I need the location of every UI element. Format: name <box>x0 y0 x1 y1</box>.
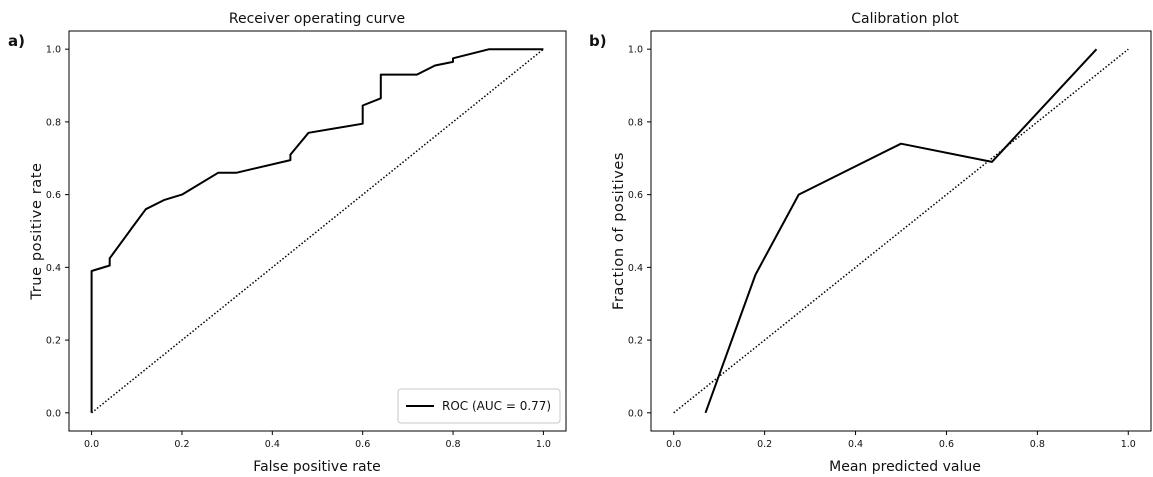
roc-x-tick-label: 1.0 <box>536 439 551 450</box>
calibration-y-tick-label: 0.8 <box>628 117 643 128</box>
panel-label-b: b) <box>589 32 607 50</box>
roc-y-tick-label: 1.0 <box>46 45 61 56</box>
legend-entry-roc: ROC (AUC = 0.77) <box>442 399 551 413</box>
legend-box <box>397 388 561 424</box>
roc-x-tick-label: 0.0 <box>84 439 99 450</box>
roc-legend: ROC (AUC = 0.77) <box>397 388 561 424</box>
calibration-series-line <box>704 48 1098 414</box>
calibration-x-axis-label: Mean predicted value <box>829 459 981 475</box>
calibration-y-axis-label: Fraction of positives <box>611 152 627 310</box>
roc-y-tick-label: 0.8 <box>46 117 61 128</box>
roc-x-axis-label: False positive rate <box>253 459 380 475</box>
calibration-reference-diagonal-line <box>673 48 1129 414</box>
roc-y-tick-label: 0.4 <box>46 263 61 274</box>
calibration-y-tick-label: 1.0 <box>628 45 643 56</box>
calibration-y-tick-label: 0.2 <box>628 336 643 347</box>
roc-y-tick-label: 0.0 <box>46 408 61 419</box>
calibration-x-tick-label: 0.6 <box>939 439 954 450</box>
calibration-chart-title: Calibration plot <box>851 11 959 27</box>
calibration-chart-panel: b) Calibration plot 0.0 0.2 0.4 0.6 0.8 1.0 0.… <box>589 11 1152 475</box>
calibration-plot-frame <box>650 30 1152 432</box>
roc-y-tick-label: 0.6 <box>46 190 61 201</box>
calibration-x-tick-label: 1.0 <box>1121 439 1136 450</box>
calibration-y-tick-label: 0.0 <box>628 408 643 419</box>
calibration-x-tick-label: 0.2 <box>757 439 772 450</box>
roc-plot-frame <box>68 30 567 432</box>
roc-chart-panel: a) Receiver operating curve 0.0 0.2 0.4 0.6… <box>8 11 567 475</box>
calibration-y-tick-label: 0.6 <box>628 190 643 201</box>
roc-series-line <box>90 48 544 413</box>
calibration-x-tick-label: 0.8 <box>1030 439 1045 450</box>
calibration-x-tick-label: 0.0 <box>666 439 681 450</box>
calibration-x-tick-label: 0.4 <box>848 439 863 450</box>
roc-x-tick-label: 0.6 <box>355 439 370 450</box>
roc-x-tick-label: 0.8 <box>445 439 460 450</box>
roc-y-tick-label: 0.2 <box>46 336 61 347</box>
roc-x-tick-label: 0.4 <box>265 439 280 450</box>
roc-x-tick-label: 0.2 <box>174 439 189 450</box>
panel-label-a: a) <box>8 32 25 50</box>
roc-y-axis-label: True positive rate <box>29 162 45 300</box>
roc-chart-title: Receiver operating curve <box>229 11 405 27</box>
roc-reference-diagonal-line <box>91 48 544 414</box>
calibration-y-tick-label: 0.4 <box>628 263 643 274</box>
